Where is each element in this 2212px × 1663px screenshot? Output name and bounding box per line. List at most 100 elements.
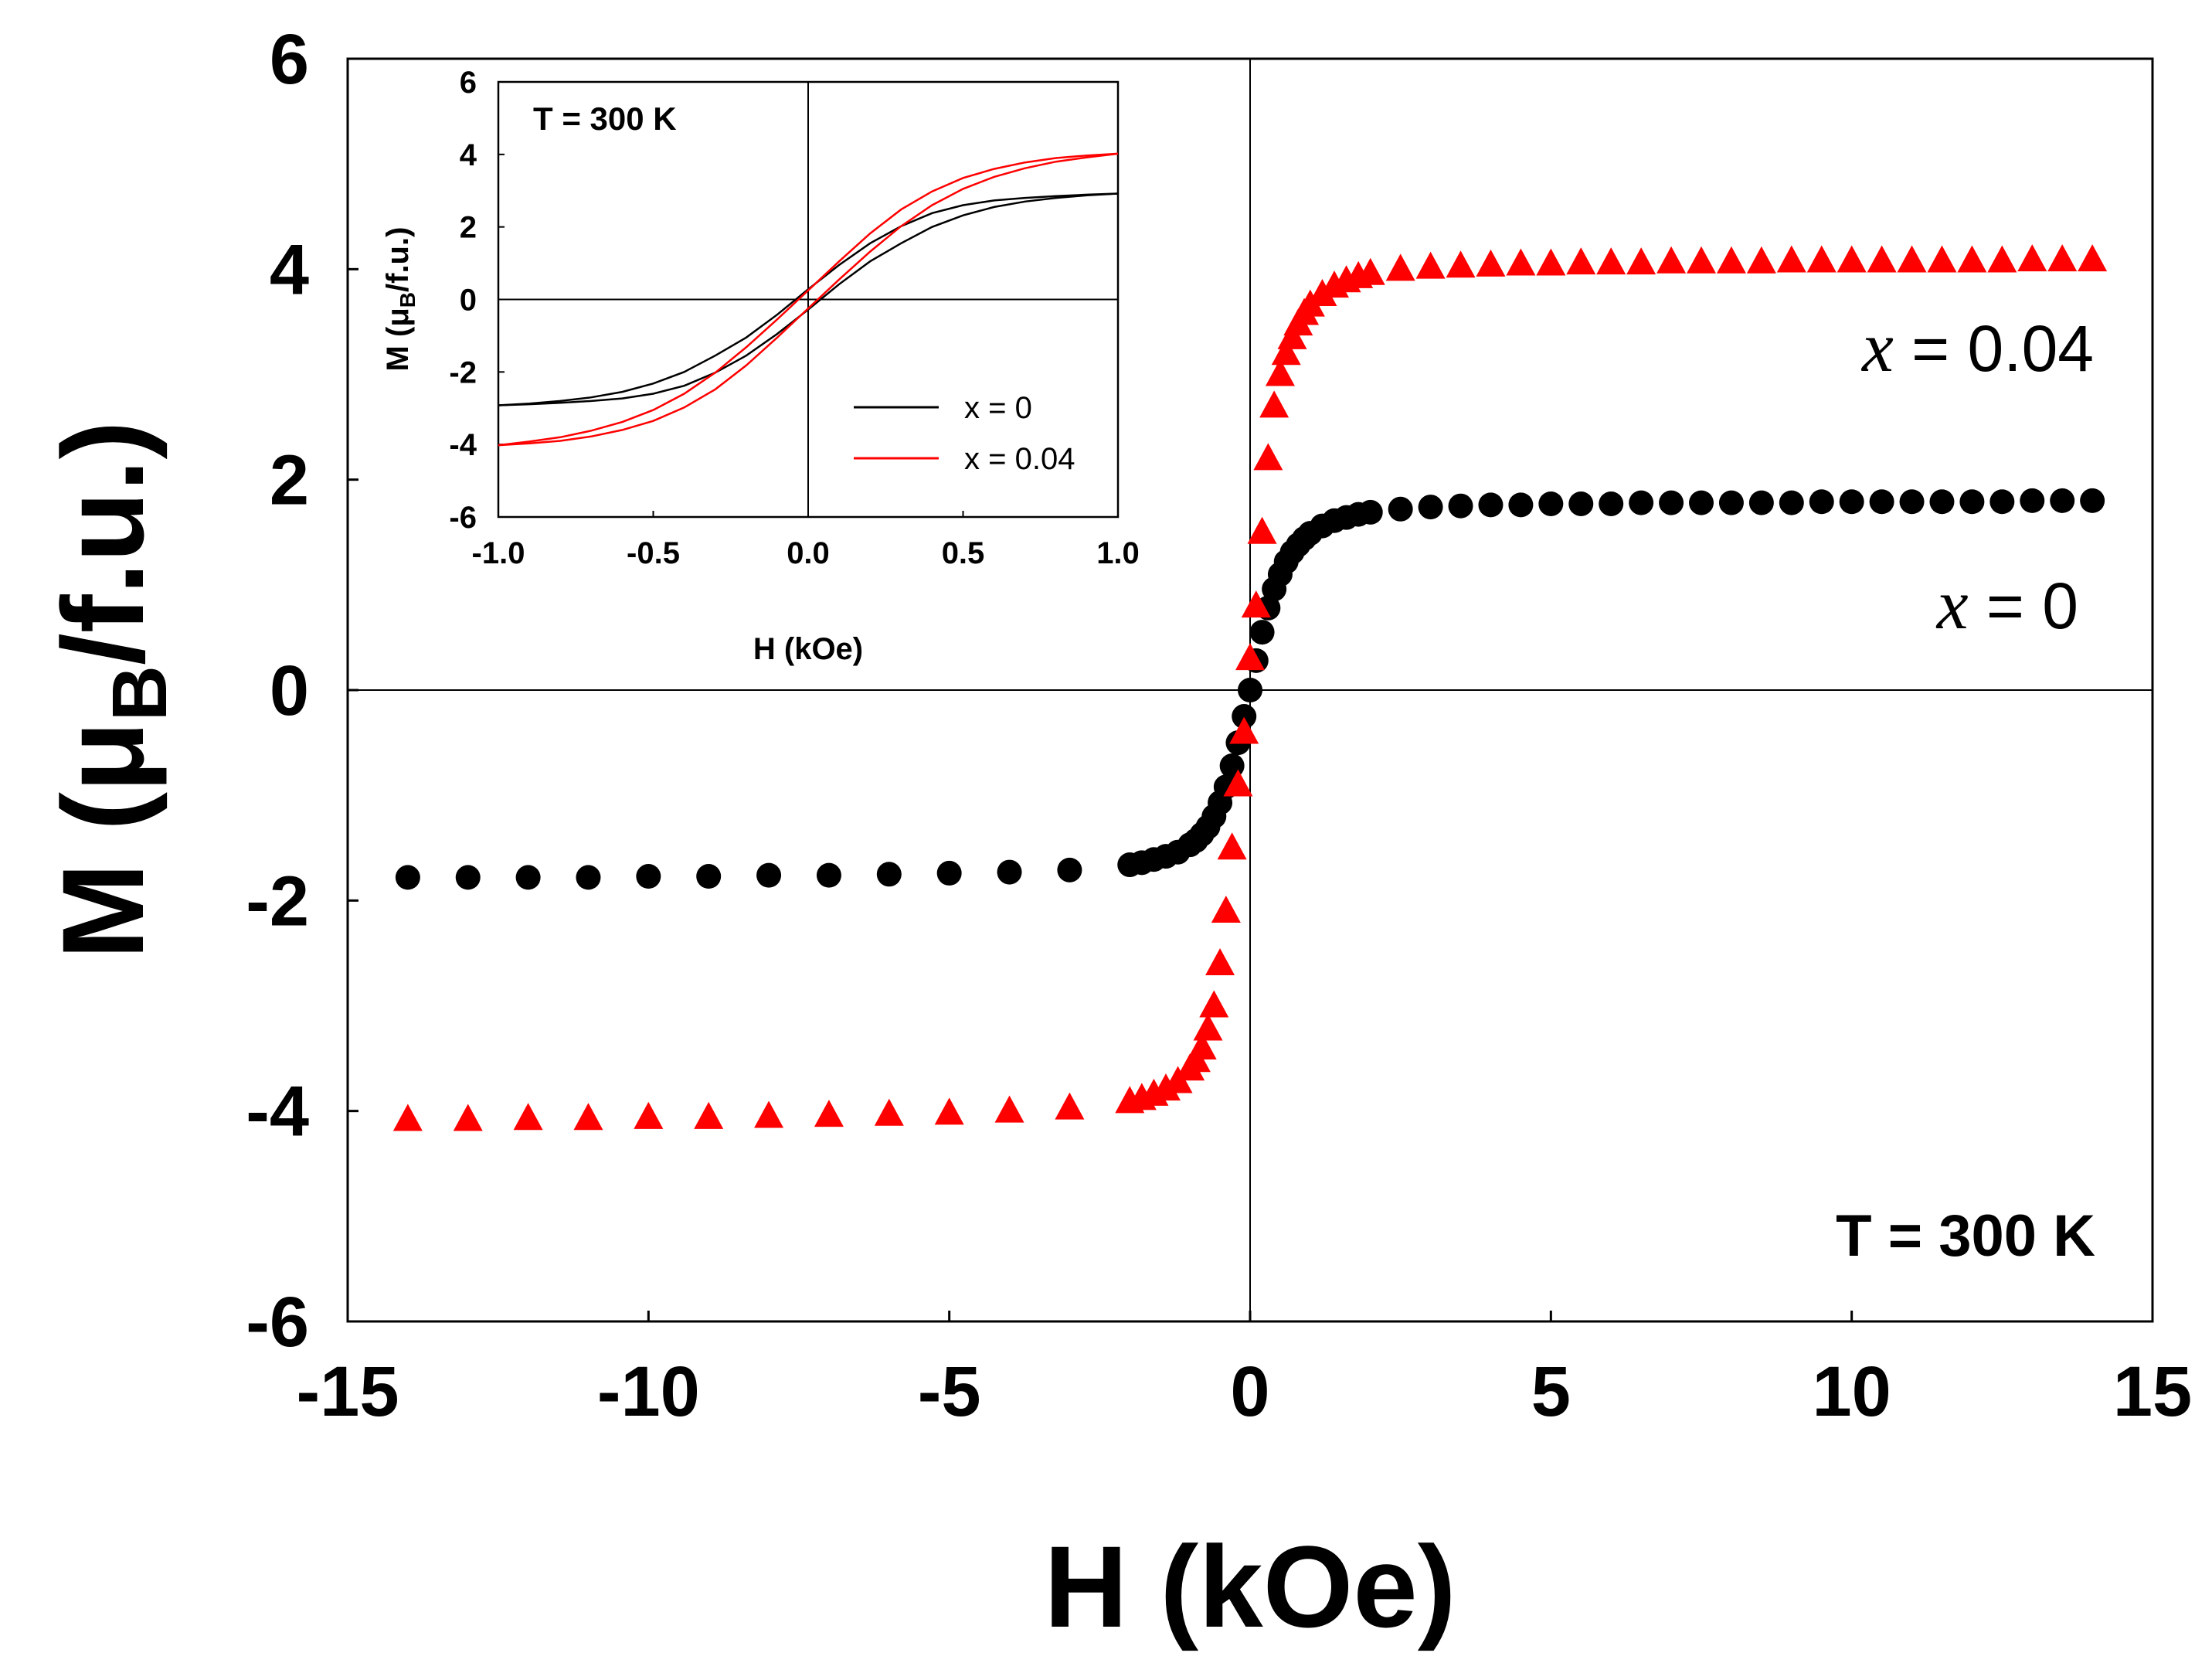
point-x0.04 [1957,245,1987,273]
inset-tick-labels: -1.0 -0.5 0.0 0.5 1.0 -6 -4 -2 0 2 4 6 [449,66,1139,570]
point-x0 [1748,490,1774,515]
inset-hysteresis-curves [498,152,1119,447]
point-x0 [1809,489,1834,515]
point-x0.04 [1806,245,1837,273]
inset-x-tick-label: 0.0 [787,536,830,570]
annotation-x-0: x = 0 [1935,565,2078,644]
point-x0 [1929,489,1955,515]
point-x0 [1249,620,1275,645]
main-x-tick-label: -10 [597,1352,700,1431]
point-x0 [876,862,902,887]
point-x0 [1232,704,1257,729]
main-tick-marks [346,57,2154,1323]
point-x0.04 [573,1103,603,1131]
point-x0.04 [1247,516,1277,544]
point-x0.04 [1446,250,1476,278]
annotation-temperature-inset: T = 300 K [533,100,677,137]
point-x0.04 [1385,253,1415,281]
point-x0.04 [1271,338,1301,366]
point-x0.04 [1199,990,1229,1018]
annotation-x-0.04-var: x [1860,308,1894,386]
point-x0.04 [1223,769,1253,797]
main-y-axis-title-suffix: /f.u.) [38,420,168,665]
legend-label-x-0: x = 0 [964,391,1032,425]
inset-annotation-background [522,94,715,142]
point-x0.04 [1187,1032,1217,1059]
main-y-tick-label: -4 [246,1073,309,1151]
inset-y-axis-title-suffix: /f.u.) [381,227,415,292]
point-x0.04 [1217,832,1247,860]
inset-x-tick-label: -0.5 [627,536,680,570]
point-x0.04 [1193,1013,1223,1041]
inset-legend: x = 0 x = 0.04 [854,391,1075,476]
point-x0.04 [814,1100,844,1127]
point-x0 [636,864,661,889]
point-x0.04 [1596,247,1626,275]
point-x0.04 [1415,251,1446,279]
point-x0.04 [2047,244,2078,272]
point-x0.04 [453,1104,483,1131]
main-y-axis-title-sub: B [97,665,183,721]
point-x0.04 [1241,590,1271,618]
point-x0.04 [1656,246,1687,274]
main-tick-labels: -15 -10 -5 0 5 10 15 -6 -4 -2 0 2 4 6 [246,20,2192,1431]
main-x-tick-label: 5 [1531,1352,1571,1431]
point-x0.04 [1265,359,1295,386]
main-y-axis-title-prefix: M (μ [38,721,168,959]
point-x0.04 [1536,248,1566,276]
main-y-tick-label: -6 [246,1283,309,1362]
inset-x-tick-label: 0.5 [942,536,985,570]
point-x0.04 [1506,248,1536,276]
annotation-x-0-rest: = 0 [1969,570,2078,642]
inset-curve-x0.04-descending [498,152,1119,447]
point-x0 [1839,489,1864,515]
point-x0 [2080,488,2105,513]
point-x0.04 [2017,244,2047,272]
point-x0.04 [1566,247,1596,275]
inset-x-axis-title: H (kOe) [753,632,863,666]
point-x0 [2050,488,2075,513]
point-x0 [1899,489,1925,515]
legend-label-x-0.04: x = 0.04 [964,442,1075,476]
main-y-tick-label: -2 [246,862,309,940]
point-x0.04 [1211,895,1241,923]
point-x0.04 [513,1103,543,1131]
point-x0.04 [1897,245,1927,273]
point-x0 [1388,496,1413,522]
point-x0.04 [754,1100,784,1128]
point-x0.04 [994,1095,1024,1123]
point-x0.04 [1776,245,1806,273]
inset-y-axis-title-prefix: M (μ [381,308,415,371]
inset-y-tick-label: 6 [460,66,477,100]
point-x0 [1478,492,1504,518]
point-x0 [576,865,601,890]
point-x0 [1508,492,1534,518]
point-x0 [2020,488,2045,513]
point-x0 [455,865,481,890]
point-x0.04 [874,1098,904,1126]
point-x0 [1989,489,2015,515]
inset-y-axis-title-sub: B [396,292,420,308]
inset-x-tick-label: 1.0 [1096,536,1140,570]
inset-y-tick-label: -4 [449,428,477,462]
point-x0.04 [2078,244,2108,272]
point-x0.04 [694,1101,724,1129]
annotation-x-0.04-rest: = 0.04 [1894,312,2094,385]
point-x0 [997,859,1022,885]
inset-y-tick-label: -2 [449,355,477,389]
main-x-tick-label: 0 [1230,1352,1269,1431]
point-x0.04 [1205,948,1235,976]
point-x0 [936,860,962,886]
point-x0 [1629,490,1654,515]
inset-y-axis-title: M (μB/f.u.) [381,227,420,372]
point-x0.04 [1746,246,1776,274]
main-y-tick-label: 2 [270,441,309,520]
inset-x-tick-label: -1.0 [472,536,525,570]
point-x0 [1448,493,1473,519]
main-y-axis-title: M (μB/f.u.) [38,420,183,959]
point-x0 [816,862,841,888]
main-x-tick-label: -5 [918,1352,981,1431]
point-x0 [1779,490,1804,515]
main-x-tick-label: -15 [297,1352,399,1431]
